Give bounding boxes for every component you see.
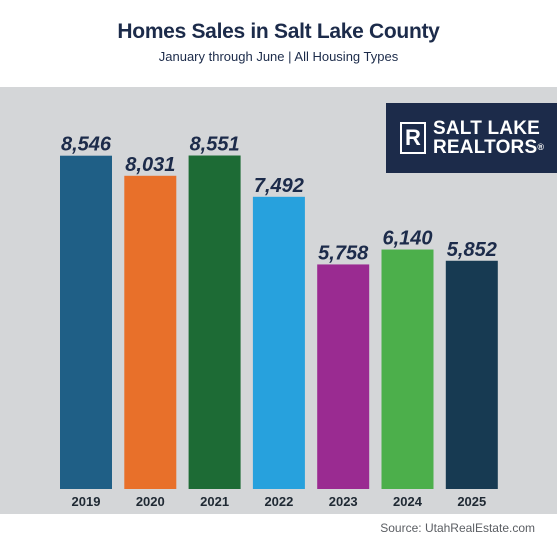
category-label-2022: 2022 xyxy=(264,494,293,509)
value-label-2019: 8,546 xyxy=(61,134,112,156)
category-label-2023: 2023 xyxy=(329,494,358,509)
bar-2020 xyxy=(124,175,177,489)
salt-lake-realtors-logo: R SALT LAKE REALTORS® xyxy=(386,103,557,173)
category-label-2021: 2021 xyxy=(200,494,229,509)
logo-r-icon: R xyxy=(400,122,426,154)
chart-subtitle: January through June | All Housing Types xyxy=(158,49,399,64)
bar-2023 xyxy=(317,264,370,489)
bar-2022 xyxy=(252,196,305,489)
source-note: Source: UtahRealEstate.com xyxy=(380,521,535,535)
value-label-2024: 6,140 xyxy=(382,228,432,250)
category-label-2024: 2024 xyxy=(393,494,423,509)
logo-line-1: SALT LAKE xyxy=(433,118,540,139)
value-label-2025: 5,852 xyxy=(447,239,497,261)
bar-2019 xyxy=(60,155,112,489)
value-label-2021: 8,551 xyxy=(190,134,240,156)
value-label-2022: 7,492 xyxy=(254,175,304,197)
category-label-2020: 2020 xyxy=(136,494,165,509)
category-label-2019: 2019 xyxy=(72,494,101,509)
bar-2021 xyxy=(188,155,241,490)
bar-2025 xyxy=(445,260,498,489)
value-label-2023: 5,758 xyxy=(318,242,369,264)
logo-line-2: REALTORS® xyxy=(433,137,545,158)
logo-text: SALT LAKE REALTORS® xyxy=(433,119,544,157)
chart-title: Homes Sales in Salt Lake County xyxy=(117,20,440,43)
value-label-2020: 8,031 xyxy=(125,154,175,176)
category-label-2025: 2025 xyxy=(457,494,486,509)
bar-2024 xyxy=(381,249,434,489)
